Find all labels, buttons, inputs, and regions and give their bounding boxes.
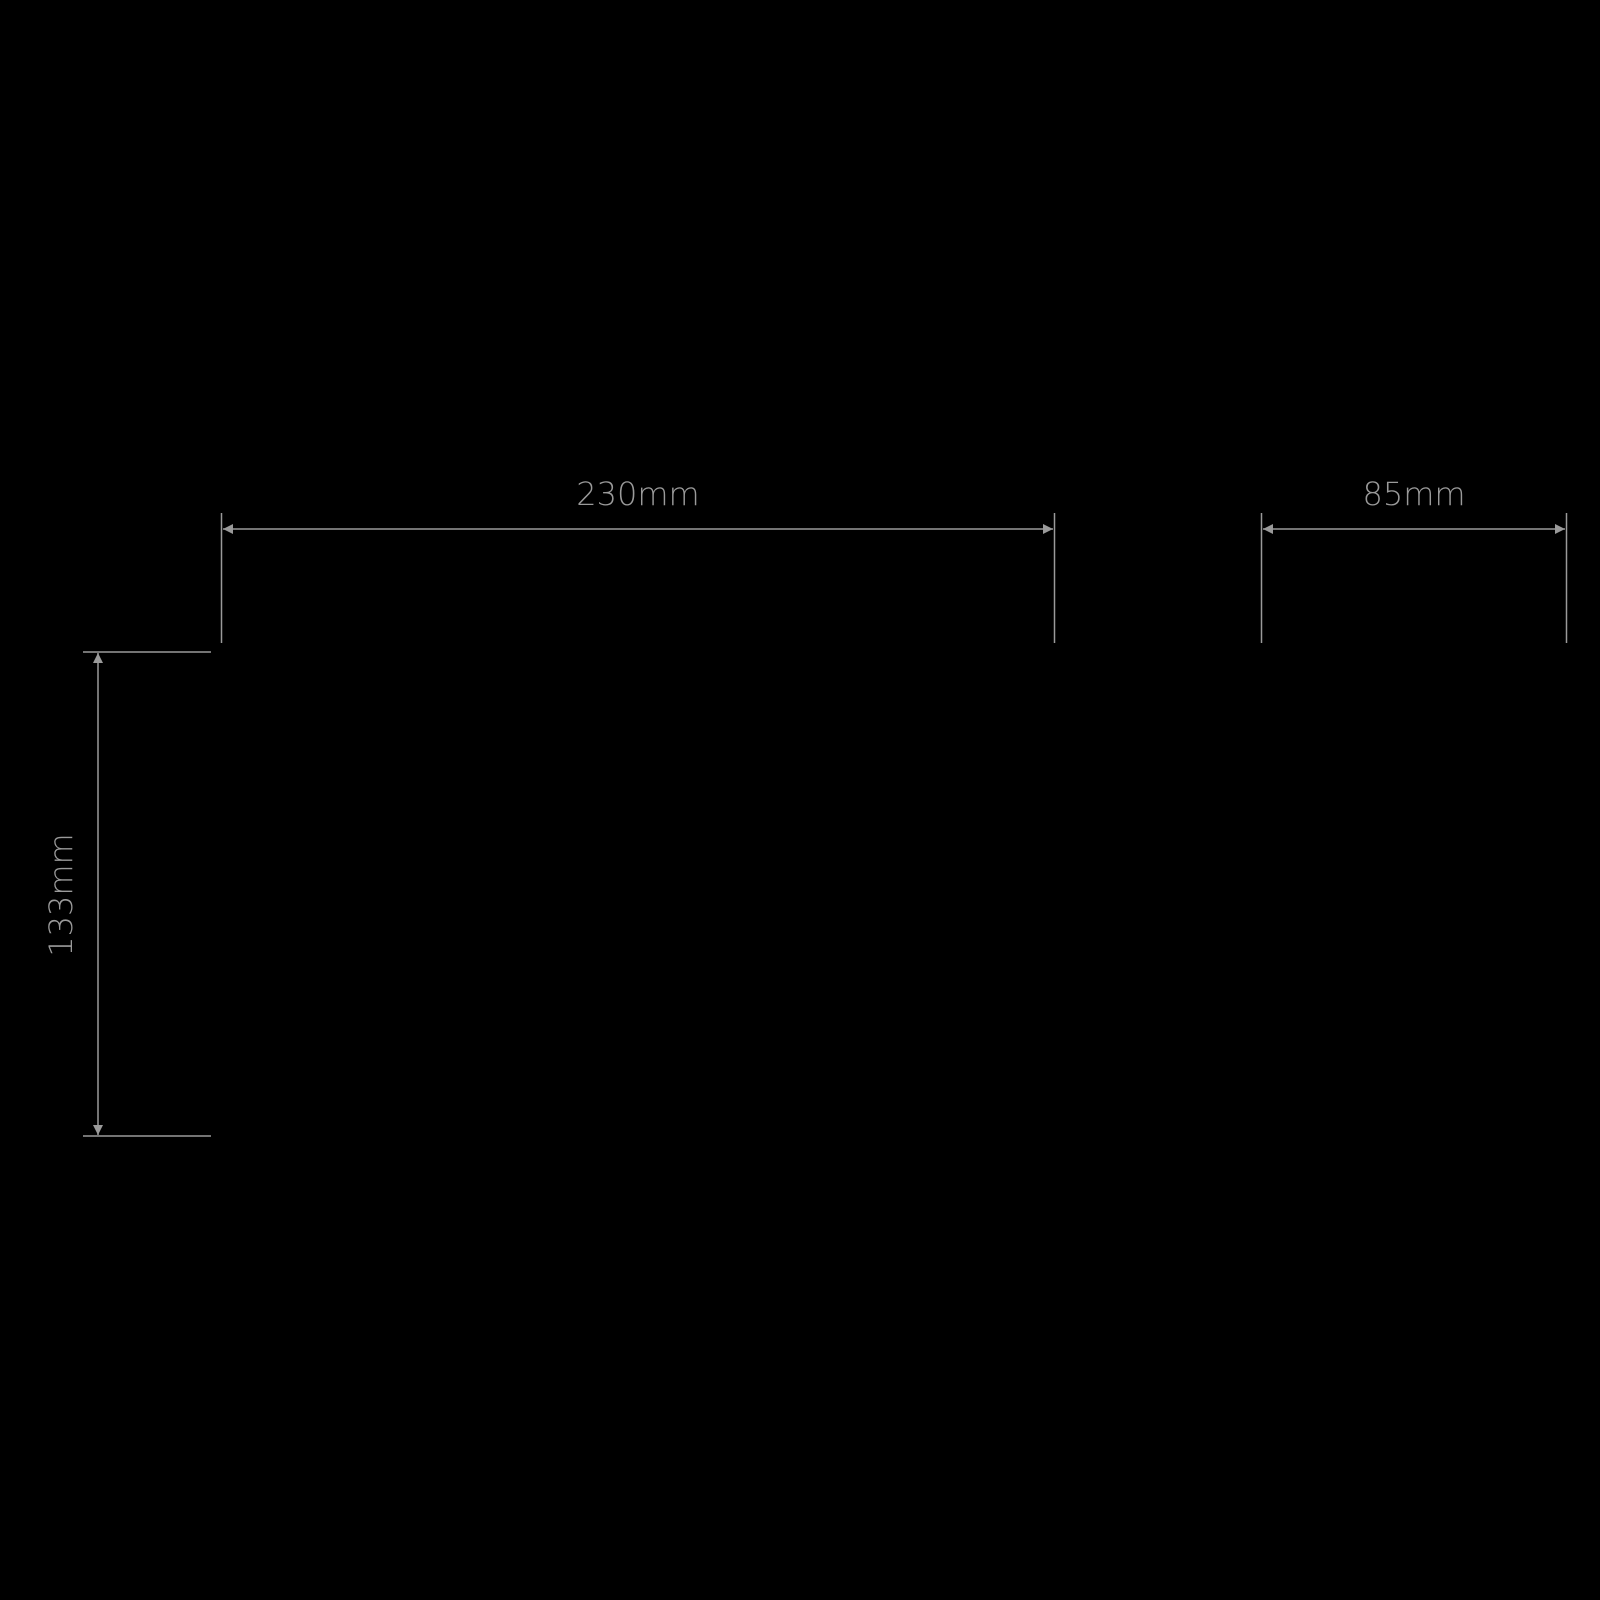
label-85mm: 85mm [1362,475,1465,513]
label-230mm: 230mm [576,475,699,513]
label-133mm: 133mm [42,833,80,956]
